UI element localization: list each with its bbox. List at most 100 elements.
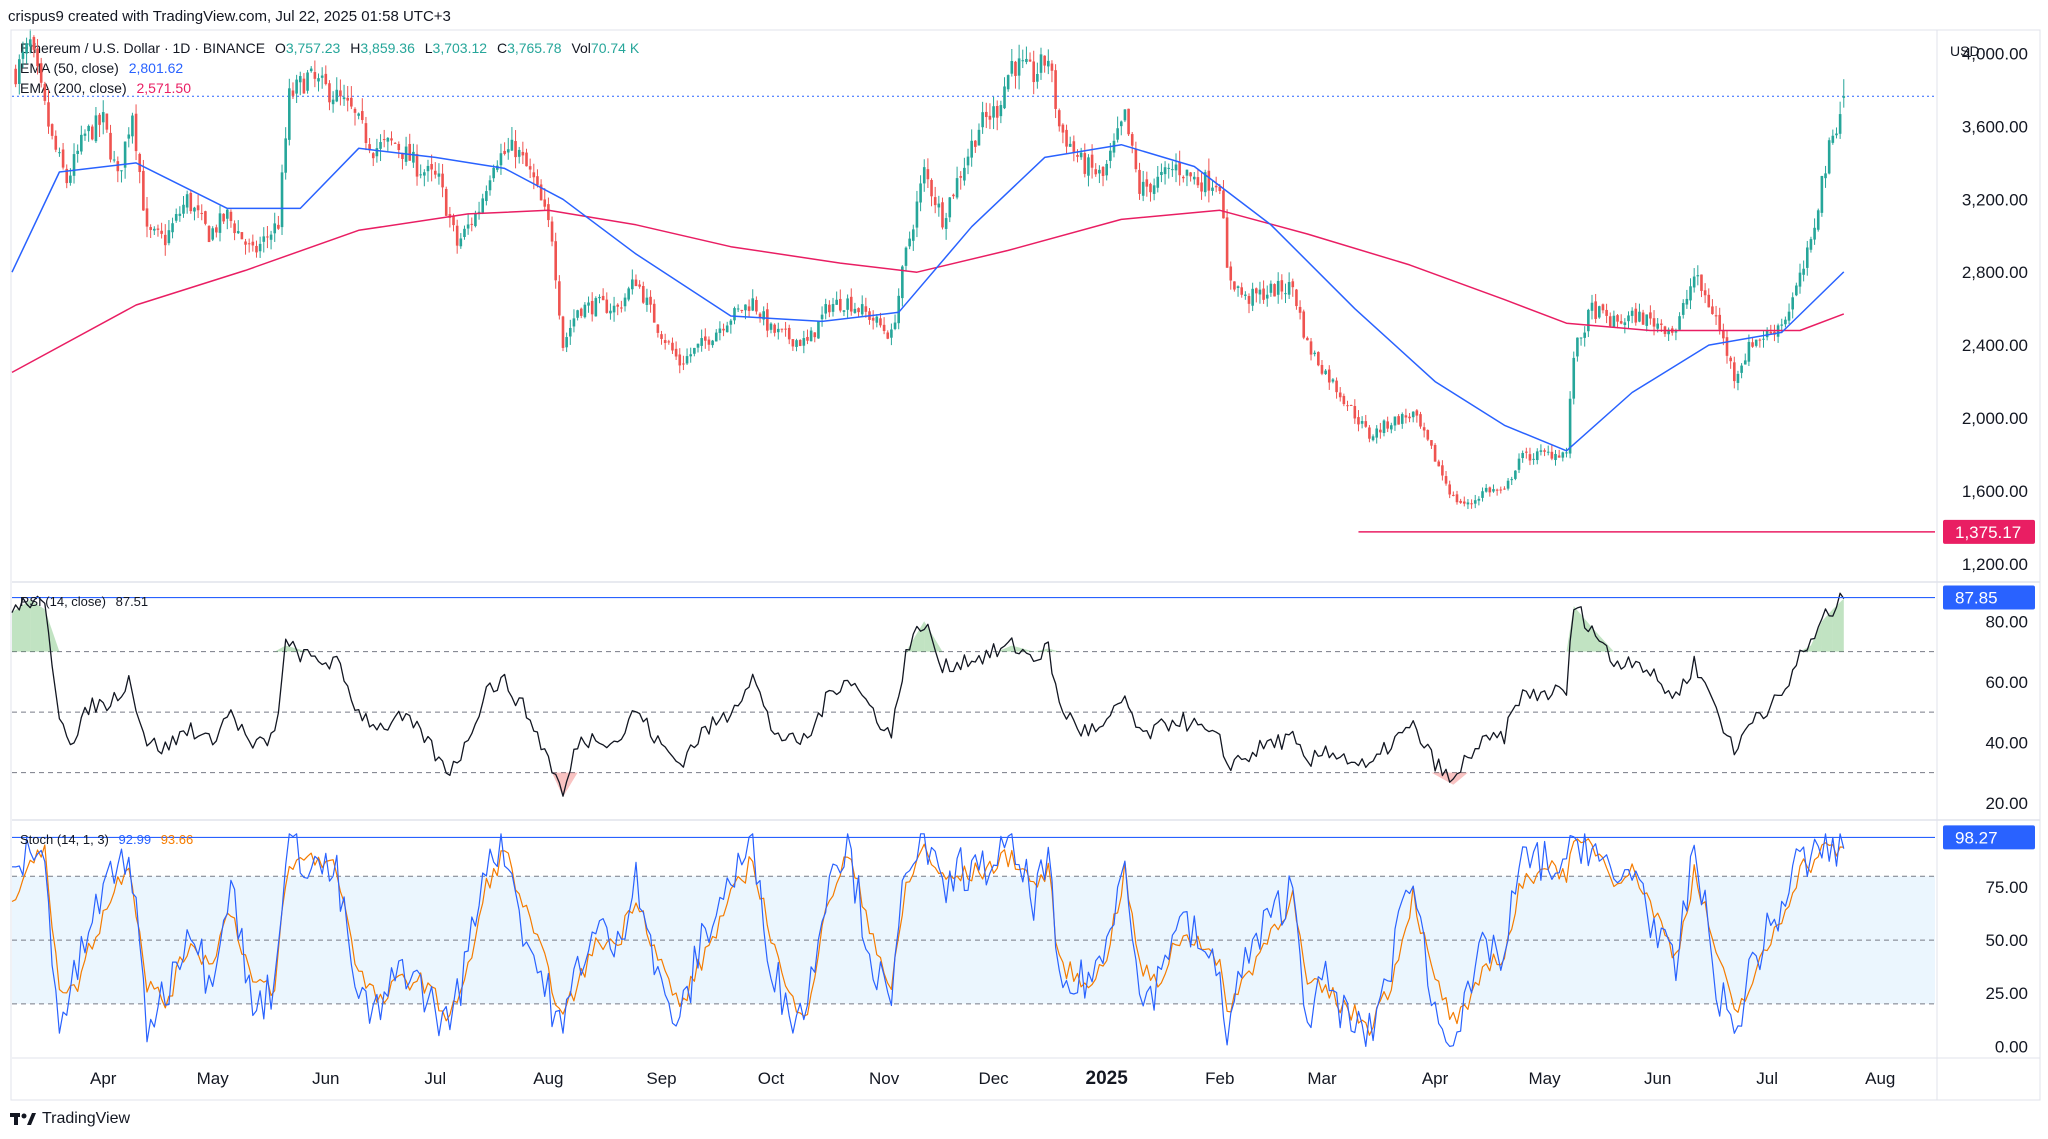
candle-body	[860, 304, 864, 315]
candle-body	[116, 161, 120, 172]
rsi-line	[11, 592, 1845, 797]
candle-body	[1225, 217, 1229, 268]
candle-body	[1525, 451, 1528, 453]
candle-body	[1112, 140, 1116, 153]
candle-body	[280, 172, 284, 228]
candle-body	[623, 297, 627, 307]
high-label: H	[350, 40, 361, 56]
rsi-fill-segment	[1832, 598, 1844, 652]
candle-body	[109, 132, 112, 160]
candle-body	[1189, 172, 1192, 177]
stoch-marker-badge	[1943, 825, 2035, 850]
rsi-marker-badge	[1943, 585, 2035, 610]
x-axis-tick: Apr	[90, 1069, 117, 1088]
candle-body	[620, 307, 623, 309]
candle-body	[58, 152, 61, 154]
candle-body	[634, 279, 638, 287]
candle-body	[1295, 289, 1298, 307]
candle-body	[769, 323, 773, 330]
candle-body	[988, 115, 992, 120]
candle-body	[689, 354, 693, 357]
stoch-k-line	[11, 833, 1845, 1048]
candle-body	[229, 211, 233, 222]
symbol-title: Ethereum / U.S. Dollar · 1D · BINANCE	[20, 40, 266, 56]
candle-body	[813, 332, 817, 338]
candle-body	[240, 232, 244, 240]
candle-body	[1207, 170, 1211, 191]
candle-body	[320, 75, 324, 78]
rsi-fill-segment	[906, 621, 925, 652]
rsi-fill-segment	[30, 600, 45, 652]
candle-body	[1838, 114, 1842, 134]
candle-body	[1561, 452, 1565, 458]
rsi-axis-tick: 60.00	[1985, 673, 2028, 692]
tradingview-logo[interactable]: TradingView	[10, 1110, 130, 1128]
candle-body	[233, 223, 236, 234]
candle-body	[76, 150, 79, 154]
stoch-legend[interactable]: Stoch (14, 1, 3) 92.99 93.66	[20, 832, 199, 847]
ema200-legend[interactable]: EMA (200, close) 2,571.50	[20, 80, 197, 96]
candle-body	[39, 63, 43, 83]
candle-body	[430, 164, 433, 170]
candle-body	[306, 72, 309, 91]
stoch-axis-tick: 50.00	[1985, 931, 2028, 950]
x-axis-tick: May	[197, 1069, 230, 1088]
candle-body	[1109, 150, 1112, 161]
candle-body	[1700, 274, 1703, 291]
candle-body	[893, 322, 897, 329]
candle-body	[1036, 73, 1039, 82]
candle-body	[1495, 489, 1499, 491]
candle-body	[1835, 133, 1838, 136]
candle-body	[656, 324, 660, 333]
candle-body	[992, 106, 995, 118]
high-value: 3,859.36	[360, 40, 415, 56]
candle-body	[740, 309, 744, 312]
candle-body	[1678, 316, 1681, 330]
candle-body	[1072, 141, 1076, 153]
ema50-legend[interactable]: EMA (50, close) 2,801.62	[20, 60, 189, 76]
candle-body	[1813, 227, 1816, 240]
candle-body	[1134, 148, 1138, 170]
candle-body	[1324, 370, 1327, 375]
candle-body	[605, 299, 609, 313]
candle-body	[718, 328, 722, 333]
candle-body	[952, 194, 955, 197]
candle-body	[755, 299, 758, 312]
candle-body	[437, 173, 441, 177]
candle-body	[371, 153, 375, 159]
rsi-legend[interactable]: RSI (14, close) 87.51	[20, 594, 154, 609]
ema50-label: EMA (50, close)	[20, 60, 119, 76]
candle-body	[722, 328, 725, 331]
candle-body	[160, 230, 163, 234]
candle-body	[671, 342, 674, 351]
candle-body	[1079, 152, 1083, 158]
candle-body	[1590, 302, 1594, 311]
rsi-fill-segment	[1048, 648, 1060, 652]
close-label: C	[496, 40, 508, 56]
candle-body	[678, 354, 682, 366]
candle-body	[787, 327, 791, 340]
candle-body	[798, 340, 802, 346]
candle-body	[1269, 283, 1273, 293]
candle-body	[1506, 480, 1510, 489]
candle-body	[565, 337, 568, 348]
ema200-value: 2,571.50	[136, 80, 192, 96]
candle-body	[1229, 266, 1233, 281]
candle-body	[729, 320, 733, 325]
candle-body	[1565, 452, 1568, 454]
candle-body	[83, 133, 87, 136]
candle-body	[138, 154, 142, 173]
candle-body	[1787, 311, 1791, 321]
candle-body	[1094, 169, 1098, 175]
symbol-legend[interactable]: Ethereum / U.S. Dollar · 1D · BINANCE O3…	[20, 40, 645, 56]
stoch-label: Stoch (14, 1, 3)	[20, 832, 109, 847]
candle-body	[766, 309, 769, 331]
currency-selector[interactable]: USD	[1950, 43, 1980, 59]
candle-body	[941, 202, 944, 228]
candle-body	[1287, 282, 1291, 295]
candle-body	[1535, 451, 1539, 461]
rsi-fill-segment	[1011, 645, 1034, 652]
candle-body	[1802, 268, 1805, 275]
rsi-fill-segment	[552, 772, 563, 797]
